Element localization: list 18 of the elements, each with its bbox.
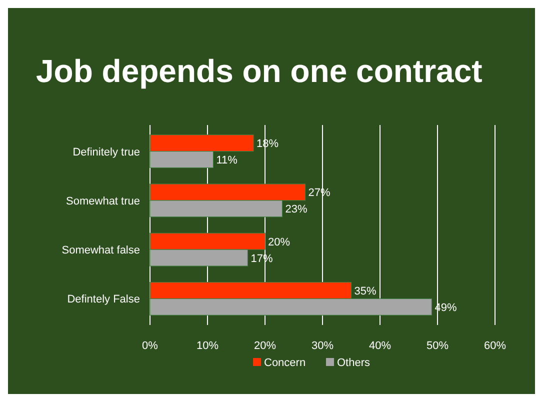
y-tick-label: Somewhat true [66,195,140,208]
text: 23% [285,204,308,216]
legend-label: Concern [264,357,306,369]
text: 11% [216,154,238,167]
legend-label: Others [337,357,371,369]
chart-title: Job depends on one contract [36,53,483,89]
text: 20% [268,236,290,248]
y-tick-label: Defintely False [67,294,140,306]
x-tick-label: 0% [142,340,158,352]
y-tick-label: Somewhat false [62,244,140,257]
x-tick-label: 30% [311,340,334,352]
text: 35% [354,285,376,298]
x-tick-label: 20% [254,340,276,352]
y-tick-label: Definitely true [72,146,140,158]
x-tick-label: 60% [484,340,506,352]
x-tick-label: 10% [196,340,219,352]
x-tick-label: 50% [426,340,449,352]
x-tick-label: 40% [368,340,392,352]
